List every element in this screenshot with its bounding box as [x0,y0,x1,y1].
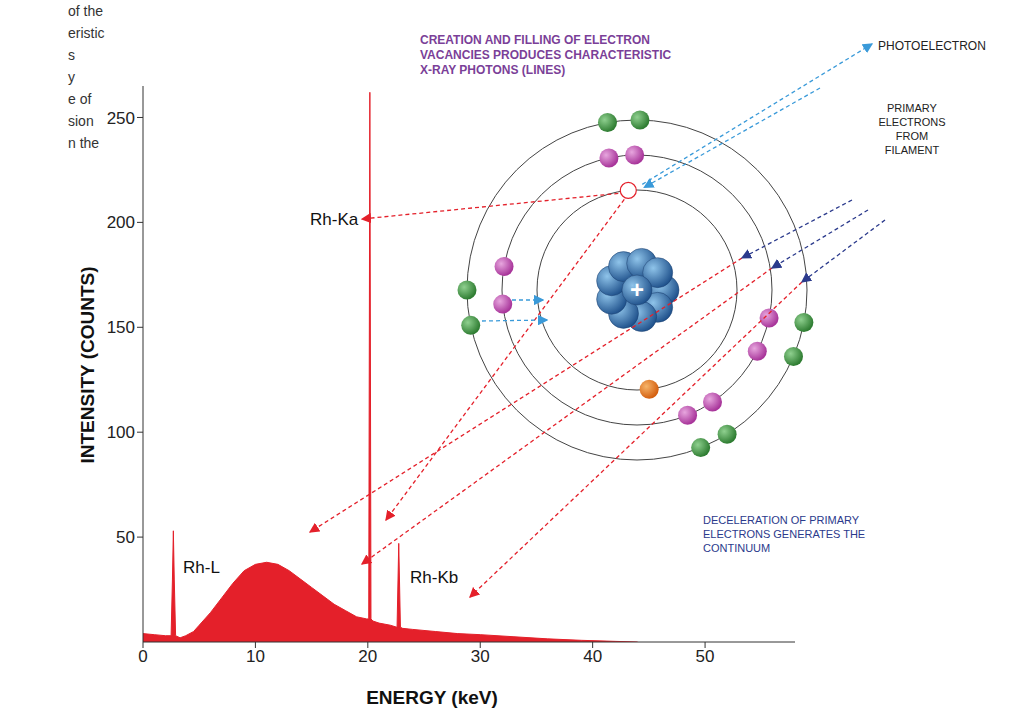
svg-text:PRIMARY: PRIMARY [887,102,938,114]
svg-text:10: 10 [246,647,265,666]
svg-text:40: 40 [583,647,602,666]
svg-text:50: 50 [116,528,135,547]
svg-text:s: s [68,47,75,63]
svg-text:100: 100 [107,423,135,442]
svg-text:of the: of the [68,3,103,19]
svg-text:Rh-L: Rh-L [183,558,220,577]
svg-text:INTENSITY (COUNTS): INTENSITY (COUNTS) [77,266,98,463]
svg-text:n the: n the [68,135,99,151]
svg-text:ELECTRONS GENERATES THE: ELECTRONS GENERATES THE [703,528,865,540]
svg-text:ENERGY (keV): ENERGY (keV) [366,687,498,708]
svg-text:DECELERATION OF PRIMARY: DECELERATION OF PRIMARY [703,514,860,526]
svg-text:X-RAY PHOTONS (LINES): X-RAY PHOTONS (LINES) [420,63,565,77]
svg-text:150: 150 [107,318,135,337]
svg-text:200: 200 [107,213,135,232]
svg-text:CONTINUUM: CONTINUUM [703,542,770,554]
svg-text:eristic: eristic [68,25,105,41]
svg-text:FROM: FROM [896,130,928,142]
svg-text:+: + [630,276,644,303]
svg-text:0: 0 [138,647,147,666]
svg-text:30: 30 [471,647,490,666]
svg-text:50: 50 [696,647,715,666]
svg-text:250: 250 [107,109,135,128]
svg-text:VACANCIES PRODUCES CHARACTERIS: VACANCIES PRODUCES CHARACTERISTIC [420,48,671,62]
svg-text:20: 20 [358,647,377,666]
svg-text:ELECTRONS: ELECTRONS [878,116,945,128]
svg-text:sion: sion [68,113,94,129]
svg-text:y: y [68,69,75,85]
svg-text:Rh-Ka: Rh-Ka [310,210,359,229]
svg-text:e of: e of [68,91,91,107]
svg-text:Rh-Kb: Rh-Kb [410,568,458,587]
svg-text:CREATION AND FILLING OF ELECTR: CREATION AND FILLING OF ELECTRON [420,33,650,47]
svg-text:FILAMENT: FILAMENT [885,144,940,156]
svg-text:PHOTOELECTRON: PHOTOELECTRON [878,39,986,53]
